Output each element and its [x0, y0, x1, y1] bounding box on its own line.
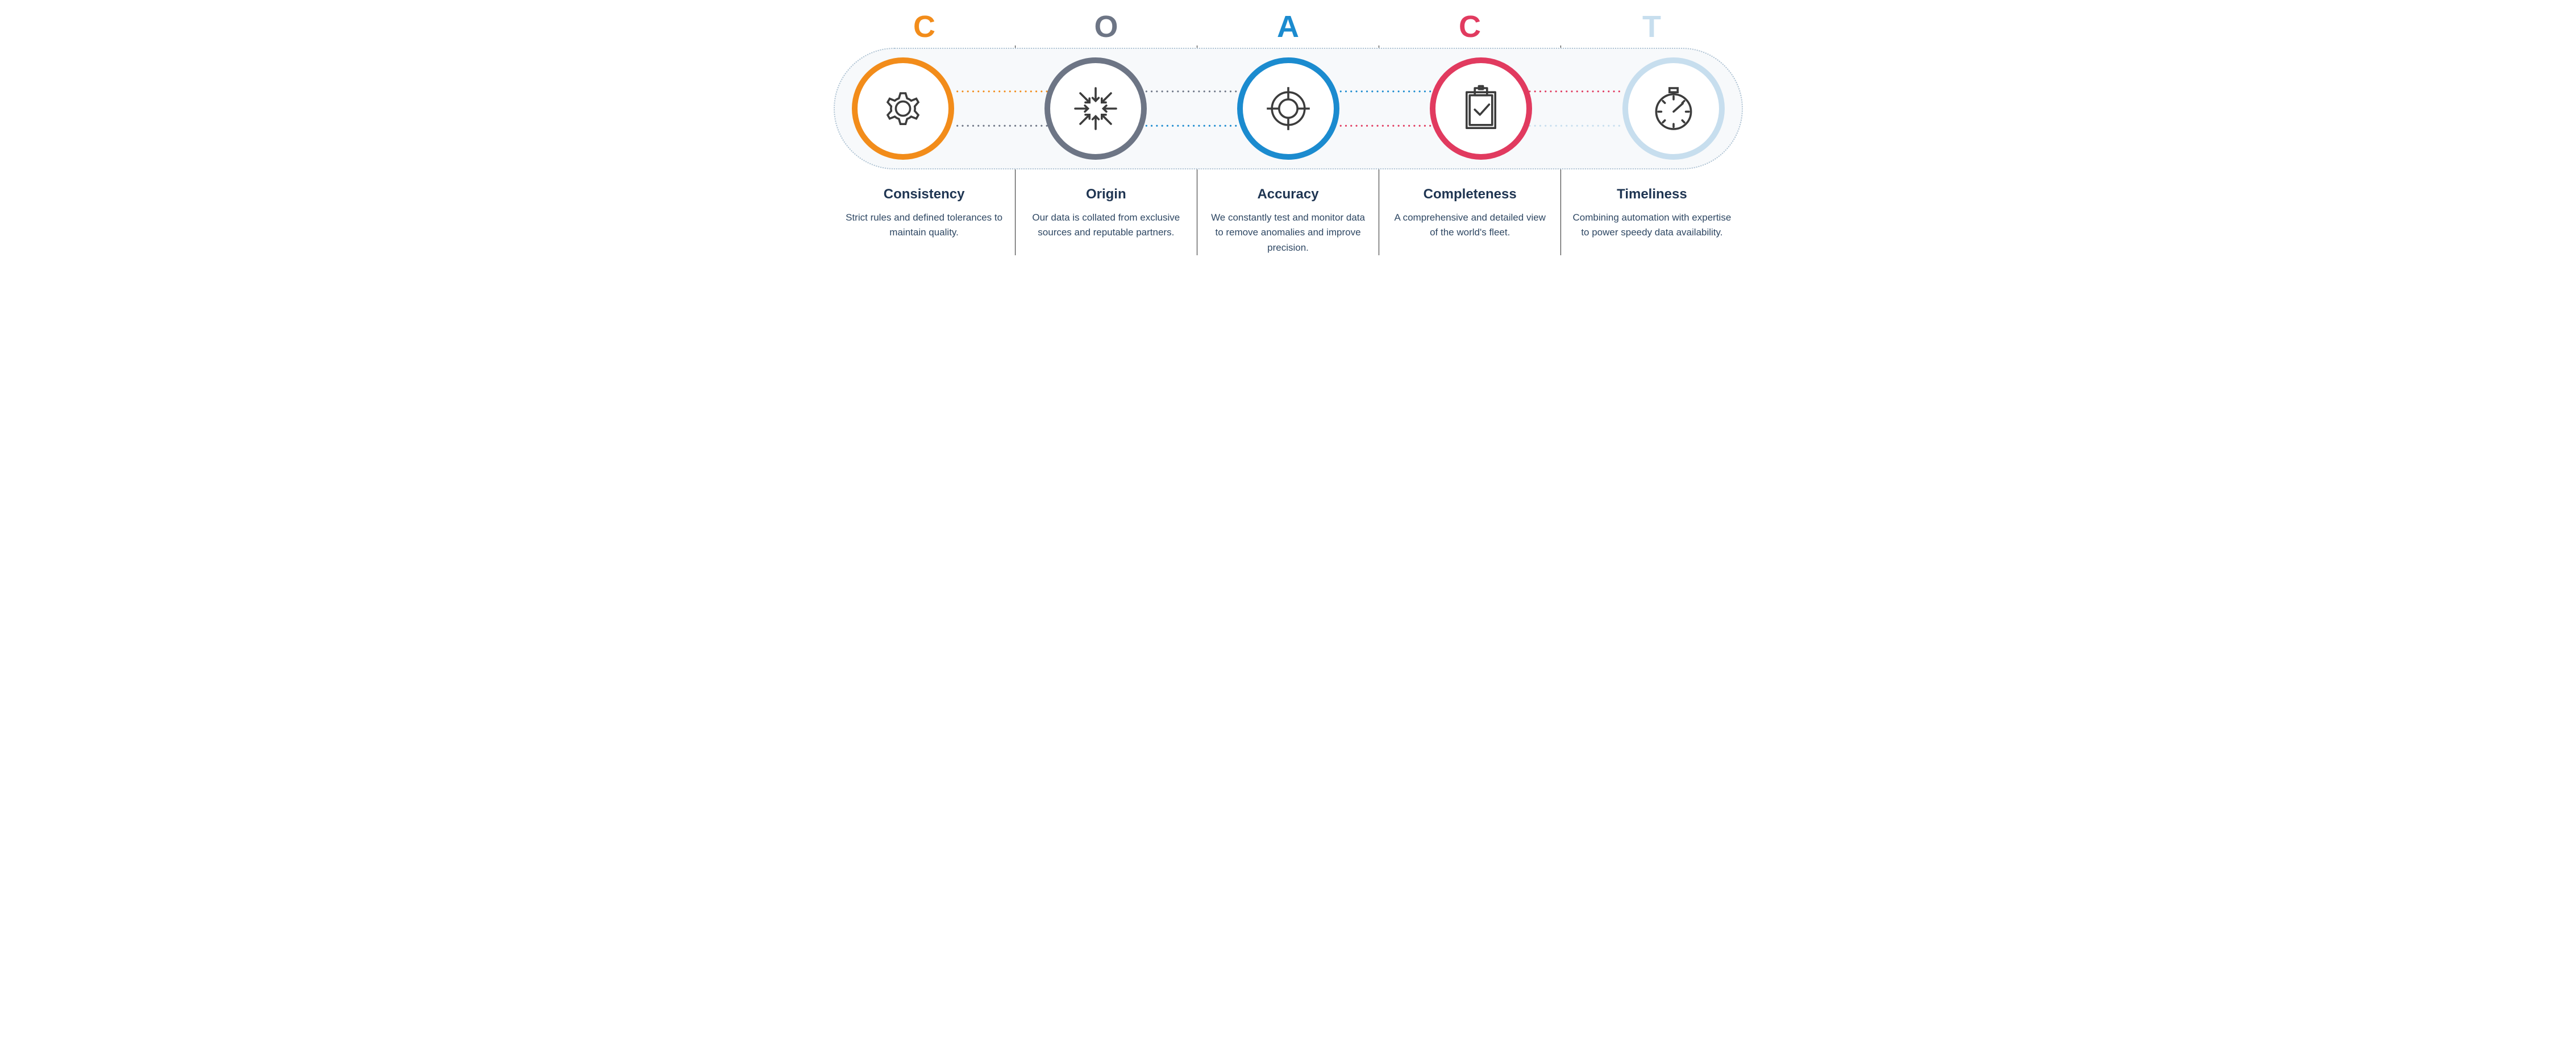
- circles-pill: [834, 48, 1743, 169]
- col-timeliness: Timeliness Combining automation with exp…: [1561, 186, 1742, 255]
- title-1: Origin: [1026, 186, 1187, 202]
- title-3: Completeness: [1389, 186, 1550, 202]
- desc-0: Strict rules and defined tolerances to m…: [844, 210, 1005, 240]
- letter-2: A: [1197, 11, 1379, 42]
- col-accuracy: Accuracy We constantly test and monitor …: [1197, 186, 1379, 255]
- title-0: Consistency: [844, 186, 1005, 202]
- col-completeness: Completeness A comprehensive and detaile…: [1379, 186, 1561, 255]
- clipboard-check-icon: [1455, 83, 1507, 134]
- col-consistency: Consistency Strict rules and defined tol…: [834, 186, 1016, 255]
- letter-1: O: [1016, 11, 1197, 42]
- desc-3: A comprehensive and detailed view of the…: [1389, 210, 1550, 240]
- desc-1: Our data is collated from exclusive sour…: [1026, 210, 1187, 240]
- circle-origin: [1044, 57, 1147, 160]
- title-4: Timeliness: [1571, 186, 1732, 202]
- desc-4: Combining automation with expertise to p…: [1571, 210, 1732, 240]
- circle-completeness: [1430, 57, 1532, 160]
- converge-arrows-icon: [1070, 83, 1121, 134]
- crosshair-icon: [1263, 83, 1314, 134]
- circle-timeliness: [1622, 57, 1725, 160]
- circle-consistency: [852, 57, 954, 160]
- letter-0: C: [834, 11, 1016, 42]
- stopwatch-icon: [1648, 83, 1699, 134]
- coact-infographic: C O A C T: [834, 11, 1743, 255]
- gear-icon: [877, 83, 929, 134]
- descriptions-row: Consistency Strict rules and defined tol…: [834, 186, 1743, 255]
- letter-4: T: [1561, 11, 1743, 42]
- letters-row: C O A C T: [834, 11, 1743, 42]
- title-2: Accuracy: [1208, 186, 1368, 202]
- col-origin: Origin Our data is collated from exclusi…: [1016, 186, 1197, 255]
- circle-accuracy: [1237, 57, 1339, 160]
- letter-3: C: [1379, 11, 1561, 42]
- desc-2: We constantly test and monitor data to r…: [1208, 210, 1368, 255]
